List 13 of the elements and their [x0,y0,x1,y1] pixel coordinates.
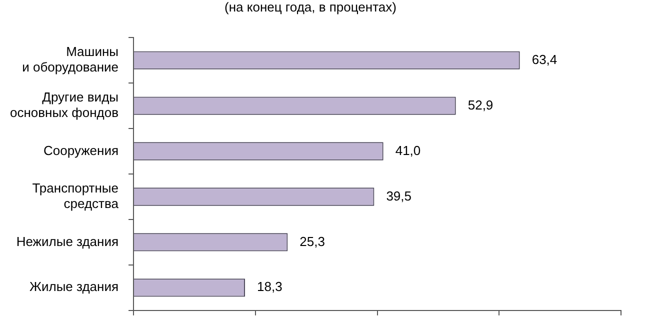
data-label: 18,3 [257,279,282,294]
y-tick-label: Машины и оборудование [22,44,119,75]
data-label: 41,0 [395,142,421,158]
y-tick-label: Нежилые здания [16,234,119,249]
data-label: 63,4 [532,52,558,67]
data-label: 52,9 [468,97,494,112]
data-label: 39,5 [386,188,412,204]
data-label: 25,3 [300,234,325,249]
y-tick-label: Сооружения [44,142,119,158]
y-tick-label: Жилые здания [29,279,119,294]
y-tick-label: Другие виды основных фондов [10,90,119,120]
y-tick-label: Транспортные средства [32,180,120,212]
chart-subtitle: (на конец года, в процентах) [224,0,396,14]
